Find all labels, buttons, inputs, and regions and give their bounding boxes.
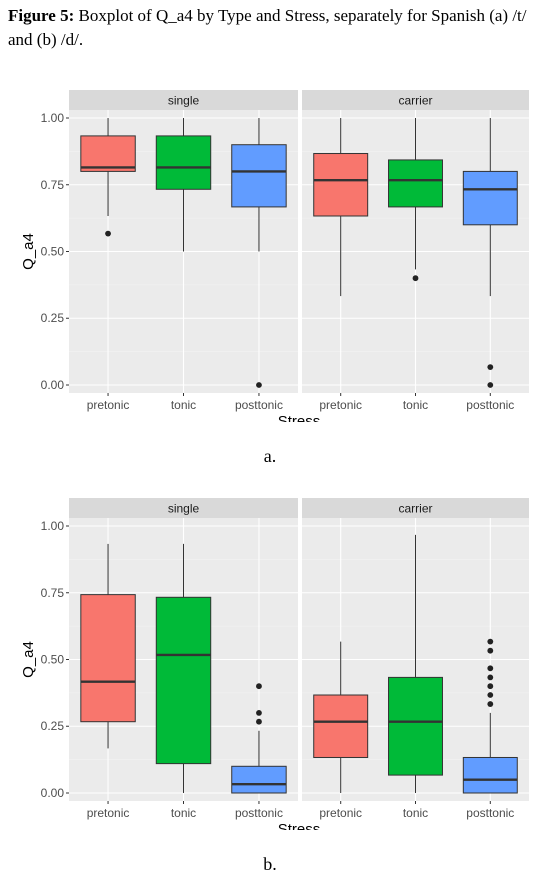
- box-iqr: [462, 756, 518, 794]
- figure-label-b: b.: [263, 854, 277, 874]
- y-tick-label: 0.75: [41, 586, 65, 600]
- box-iqr: [388, 159, 443, 208]
- figure-caption: Figure 5: Boxplot of Q_a4 by Type and St…: [8, 4, 533, 52]
- y-tick-label: 0.00: [41, 786, 65, 800]
- x-tick-label: posttonic: [235, 398, 283, 412]
- box-iqr: [462, 170, 518, 226]
- outlier-point: [105, 230, 111, 237]
- box-tonic: [155, 543, 212, 793]
- outlier-point: [487, 692, 494, 698]
- boxplot-chart-b: single pretonic tonic posttonic carrier preto…: [20, 498, 529, 830]
- facet-strip: [302, 498, 529, 518]
- y-tick-label: 1.00: [41, 519, 65, 533]
- facet-single: single pretonic tonic posttonic: [69, 498, 298, 820]
- y-tick-label: 0.50: [41, 245, 65, 259]
- x-tick-label: posttonic: [466, 806, 514, 820]
- box-pretonic: [313, 641, 369, 793]
- box-iqr: [155, 596, 212, 765]
- y-axis-title: Q_a4: [20, 233, 37, 270]
- y-tick-label: 0.75: [41, 178, 65, 192]
- outlier-point: [256, 683, 262, 690]
- y-tick-label: 0.25: [41, 719, 65, 733]
- boxplot-chart-a: single pretonic tonic posttonic carrier preto…: [20, 90, 529, 422]
- outlier-point: [487, 701, 494, 707]
- x-tick-label: pretonic: [87, 398, 130, 412]
- figure-label-a: a.: [263, 446, 277, 466]
- outlier-point: [487, 665, 494, 672]
- outlier-point: [256, 382, 262, 388]
- caption-text: Boxplot of Q_a4 by Type and Stress, sepa…: [8, 6, 527, 49]
- box-iqr: [388, 676, 443, 776]
- y-tick-label: 0.50: [41, 653, 65, 667]
- x-axis-title: Stress: [278, 413, 321, 422]
- box-pretonic: [80, 543, 136, 749]
- x-tick-label: pretonic: [319, 398, 362, 412]
- facet-single: single pretonic tonic posttonic: [69, 90, 298, 412]
- box-posttonic: [231, 683, 287, 794]
- x-tick-label: posttonic: [235, 806, 283, 820]
- y-tick-label: 0.25: [41, 311, 65, 325]
- x-tick-label: posttonic: [466, 398, 514, 412]
- box-iqr: [313, 694, 369, 758]
- x-tick-label: pretonic: [87, 806, 130, 820]
- outlier-point: [256, 709, 262, 716]
- facet-strip: [302, 90, 529, 110]
- x-tick-label: tonic: [171, 806, 196, 820]
- facet-carrier: carrier pretonic tonic posttonic: [302, 90, 529, 412]
- outlier-point: [412, 275, 419, 282]
- box-tonic: [388, 118, 443, 282]
- box-iqr: [313, 153, 369, 217]
- facet-label: single: [168, 94, 200, 108]
- box-iqr: [80, 135, 136, 172]
- box-iqr: [231, 765, 287, 794]
- box-pretonic: [313, 118, 369, 297]
- x-axis-title: Stress: [278, 821, 321, 830]
- outlier-point: [487, 382, 494, 388]
- y-tick-label: 1.00: [41, 111, 65, 125]
- facet-carrier: carrier pretonic tonic posttonic: [302, 498, 529, 820]
- x-tick-label: tonic: [403, 398, 428, 412]
- caption-prefix: Figure 5:: [8, 6, 75, 25]
- box-tonic: [155, 118, 212, 252]
- outlier-point: [487, 674, 494, 681]
- box-iqr: [80, 594, 136, 723]
- box-posttonic: [231, 118, 287, 388]
- box-posttonic: [462, 638, 518, 794]
- box-posttonic: [462, 118, 518, 388]
- facet-label: carrier: [398, 94, 432, 108]
- x-tick-label: tonic: [171, 398, 196, 412]
- x-tick-label: tonic: [403, 806, 428, 820]
- outlier-point: [256, 718, 262, 725]
- box-iqr: [155, 135, 212, 190]
- y-axis-title: Q_a4: [20, 641, 37, 678]
- facet-strip: [69, 498, 298, 518]
- box-iqr: [231, 144, 287, 208]
- outlier-point: [487, 364, 494, 371]
- facet-label: carrier: [398, 502, 432, 516]
- box-pretonic: [80, 118, 136, 237]
- box-tonic: [388, 534, 443, 793]
- x-tick-label: pretonic: [319, 806, 362, 820]
- y-tick-label: 0.00: [41, 378, 65, 392]
- facet-label: single: [168, 502, 200, 516]
- outlier-point: [487, 647, 494, 654]
- facet-strip: [69, 90, 298, 110]
- outlier-point: [487, 638, 494, 645]
- outlier-point: [487, 683, 494, 690]
